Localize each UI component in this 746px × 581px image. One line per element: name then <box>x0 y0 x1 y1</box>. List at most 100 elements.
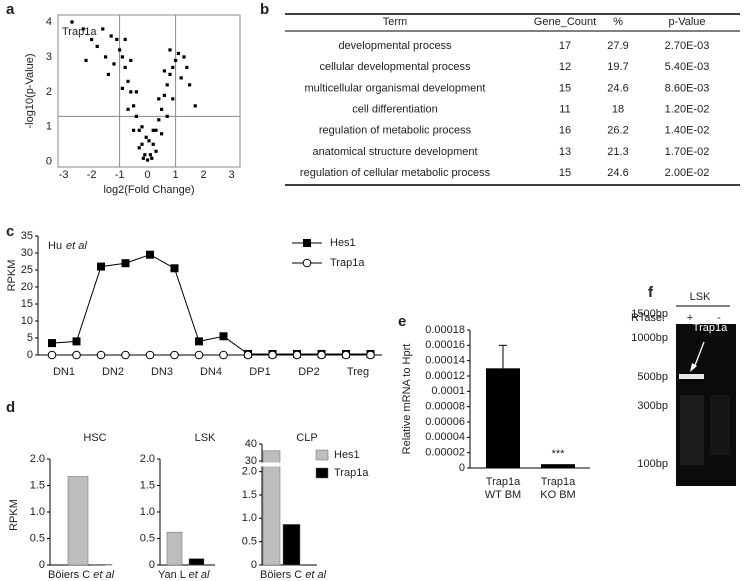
y-tick-label: 0.00018 <box>425 324 465 336</box>
table-cell: 5.40E-03 <box>665 61 710 73</box>
x-tick-label: KO BM <box>540 489 575 501</box>
lane-label: - <box>717 312 721 324</box>
y-tick-label: 0.00008 <box>425 401 465 413</box>
x-tick-label: DN1 <box>53 366 75 378</box>
y-tick-label: 4 <box>46 16 52 28</box>
table-cell: 15 <box>559 167 571 179</box>
point <box>109 34 113 38</box>
point <box>129 90 133 94</box>
x-tick-label: 2 <box>201 169 207 181</box>
x-tick-label: 3 <box>229 169 235 181</box>
marker <box>243 350 253 360</box>
marker <box>268 350 277 360</box>
lane-label: + <box>687 312 693 324</box>
y-tick-label: 1.0 <box>140 506 155 518</box>
marker <box>366 350 375 360</box>
point <box>137 146 141 150</box>
point <box>101 27 105 31</box>
point <box>160 132 164 136</box>
bar <box>541 464 575 468</box>
point <box>182 55 186 59</box>
point <box>162 69 166 73</box>
gel-smear <box>680 395 704 465</box>
table-cell: 1.20E-02 <box>665 104 710 116</box>
marker <box>170 264 179 273</box>
y-tick-label: 0 <box>459 462 465 474</box>
point <box>154 128 158 132</box>
point <box>126 107 130 111</box>
point <box>123 65 127 70</box>
x-tick-label: -3 <box>59 169 69 181</box>
point <box>134 90 138 94</box>
point <box>90 37 94 42</box>
point <box>171 97 175 101</box>
source-label: Böiers C et al <box>48 569 115 581</box>
x-tick-label: Trap1a <box>541 476 576 488</box>
table-cell: 2.70E-03 <box>665 40 710 52</box>
y-tick-label: 0.0001 <box>431 385 465 397</box>
bar <box>262 450 281 566</box>
axis-break <box>256 462 301 467</box>
point <box>115 37 119 42</box>
legend-swatch <box>315 467 329 479</box>
table-cell: 12 <box>559 61 571 73</box>
table-cell: 8.60E-03 <box>665 82 710 94</box>
point <box>95 44 99 49</box>
table-cell: 21.3 <box>607 146 628 158</box>
y-tick-label: 25 <box>21 264 33 276</box>
ladder-label: 100bp <box>637 458 668 470</box>
bar <box>282 524 301 566</box>
point <box>157 118 161 122</box>
point <box>143 153 147 157</box>
table-cell: 13 <box>559 146 571 158</box>
point <box>146 158 150 162</box>
table-cell: 26.2 <box>607 125 628 137</box>
table-cell: cellular developmental process <box>319 61 471 73</box>
y-tick-label: 0.00002 <box>425 447 465 459</box>
point <box>118 48 122 52</box>
marker <box>121 259 130 268</box>
point <box>120 86 124 90</box>
y-tick-label: 5 <box>27 332 33 344</box>
ladder-label: 1500bp <box>631 308 668 320</box>
panel-title: LSK <box>195 432 216 444</box>
point <box>168 48 172 52</box>
panel-letter: a <box>6 1 15 18</box>
y-tick-label: 15 <box>21 298 33 310</box>
legend-label: Hes1 <box>334 449 360 461</box>
panel-title: CLP <box>296 432 317 444</box>
source-italic: et al <box>93 569 114 581</box>
table-cell: 15 <box>559 82 571 94</box>
marker <box>292 350 302 360</box>
y-tick-label: 0.00016 <box>425 339 465 351</box>
point <box>144 135 148 139</box>
table-cell: 24.6 <box>607 167 628 179</box>
panel-letter: f <box>648 284 654 301</box>
point <box>165 83 169 87</box>
band-arrow-head <box>690 363 697 372</box>
annotation: Trap1a <box>62 26 97 38</box>
y-tick-label: 1.5 <box>30 479 45 491</box>
point <box>185 65 189 70</box>
table-header: % <box>613 16 623 28</box>
point <box>123 37 127 42</box>
y-tick-label: 10 <box>21 315 33 327</box>
y-axis-label: RPKM <box>6 260 18 292</box>
point <box>151 128 155 132</box>
y-tick-label: 2.0 <box>140 453 155 465</box>
bar <box>188 558 205 566</box>
point <box>176 51 180 56</box>
table-cell: 16 <box>559 125 571 137</box>
x-tick-label: 1 <box>173 169 179 181</box>
table-cell: 19.7 <box>607 61 628 73</box>
table-cell: cell differentiation <box>352 104 437 116</box>
source-label: Yan L et al <box>158 569 210 581</box>
y-tick-label: 0.5 <box>242 536 257 548</box>
table-cell: 27.9 <box>607 40 628 52</box>
x-tick-label: Treg <box>347 366 369 378</box>
marker <box>219 350 228 360</box>
point <box>129 58 133 63</box>
marker <box>219 332 228 341</box>
point <box>84 58 88 63</box>
marker <box>170 350 179 360</box>
